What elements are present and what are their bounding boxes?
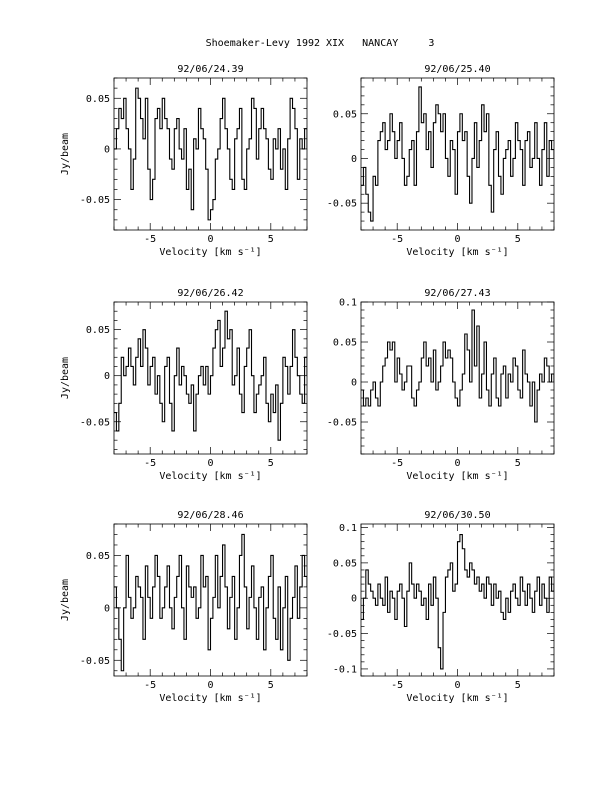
y-tick-label: 0 bbox=[104, 603, 110, 614]
y-tick-label: 0.05 bbox=[333, 558, 357, 569]
spectrum-series bbox=[114, 87, 307, 221]
plot-frame bbox=[113, 77, 308, 231]
x-tick-label: 0 bbox=[207, 458, 213, 469]
y-tick-label: 0.05 bbox=[86, 94, 110, 105]
x-axis-label: Velocity [km s⁻¹] bbox=[159, 693, 261, 704]
panel-title: 92/06/30.50 bbox=[424, 510, 490, 521]
panel-title: 92/06/27.43 bbox=[424, 288, 490, 299]
x-tick-label: 5 bbox=[515, 680, 521, 691]
x-tick-label: -5 bbox=[391, 234, 403, 245]
spectrum-series bbox=[361, 309, 554, 423]
x-axis-label: Velocity [km s⁻¹] bbox=[159, 471, 261, 482]
panel-title: 92/06/26.42 bbox=[177, 288, 243, 299]
page-title: Shoemaker-Levy 1992 XIX NANCAY 3 bbox=[205, 38, 435, 49]
x-tick-label: 5 bbox=[515, 234, 521, 245]
y-axis-label: Jy/beam bbox=[60, 579, 71, 621]
x-axis-label: Velocity [km s⁻¹] bbox=[406, 471, 508, 482]
x-axis-label: Velocity [km s⁻¹] bbox=[159, 247, 261, 258]
x-tick-label: 5 bbox=[268, 234, 274, 245]
x-tick-label: 0 bbox=[454, 680, 460, 691]
spectrum-panel-6: 92/06/30.50 -5 0 5 -0.1 -0.05 0 0.05 0.1 Velocity… bbox=[327, 510, 555, 704]
y-tick-label: -0.05 bbox=[327, 199, 357, 210]
x-tick-label: 0 bbox=[454, 458, 460, 469]
spectrum-panel-5: 92/06/28.46 -5 0 5 -0.05 0 0.05 Velocity [km s⁻… bbox=[60, 510, 308, 704]
y-tick-label: 0 bbox=[104, 144, 110, 155]
y-tick-label: 0.05 bbox=[333, 338, 357, 349]
x-axis-label: Velocity [km s⁻¹] bbox=[406, 693, 508, 704]
x-tick-label: -5 bbox=[144, 234, 156, 245]
y-tick-label: 0.1 bbox=[339, 523, 357, 534]
panel-title: 92/06/25.40 bbox=[424, 64, 490, 75]
x-tick-label: 0 bbox=[207, 680, 213, 691]
spectrum-panel-4: 92/06/27.43 -5 0 5 -0.05 0 0.05 0.1 Velocity [km… bbox=[327, 288, 555, 482]
y-tick-label: -0.05 bbox=[80, 417, 110, 428]
x-tick-label: -5 bbox=[144, 458, 156, 469]
y-tick-label: -0.05 bbox=[80, 656, 110, 667]
spectrum-panel-3: 92/06/26.42 -5 0 5 -0.05 0 0.05 Velocity [km s⁻… bbox=[60, 288, 308, 482]
y-axis-label: Jy/beam bbox=[60, 357, 71, 399]
spectrum-series bbox=[114, 533, 307, 672]
y-tick-label: -0.05 bbox=[80, 195, 110, 206]
spectrum-series bbox=[361, 86, 554, 222]
y-tick-label: -0.1 bbox=[333, 664, 357, 675]
y-tick-label: 0 bbox=[351, 154, 357, 165]
y-tick-label: 0 bbox=[351, 378, 357, 389]
x-tick-label: 5 bbox=[268, 458, 274, 469]
x-tick-label: -5 bbox=[391, 680, 403, 691]
y-axis-label: Jy/beam bbox=[60, 133, 71, 175]
panel-title: 92/06/28.46 bbox=[177, 510, 243, 521]
spectrum-series bbox=[114, 310, 307, 441]
x-tick-label: 0 bbox=[454, 234, 460, 245]
y-tick-label: 0.05 bbox=[86, 551, 110, 562]
y-tick-label: 0 bbox=[351, 594, 357, 605]
x-tick-label: -5 bbox=[391, 458, 403, 469]
y-tick-label: 0 bbox=[104, 371, 110, 382]
y-tick-label: 0.05 bbox=[86, 325, 110, 336]
y-tick-label: 0.05 bbox=[333, 109, 357, 120]
spectrum-series bbox=[361, 534, 554, 670]
x-axis-label: Velocity [km s⁻¹] bbox=[406, 247, 508, 258]
y-tick-label: -0.05 bbox=[327, 629, 357, 640]
y-tick-label: 0.1 bbox=[339, 298, 357, 309]
x-tick-label: 0 bbox=[207, 234, 213, 245]
spectrum-panel-2: 92/06/25.40 -5 0 5 -0.05 0 0.05 Velocity [km s⁻… bbox=[327, 64, 555, 258]
x-tick-label: 5 bbox=[515, 458, 521, 469]
y-tick-label: -0.05 bbox=[327, 418, 357, 429]
panel-title: 92/06/24.39 bbox=[177, 64, 243, 75]
plot-frame bbox=[360, 301, 555, 455]
x-tick-label: -5 bbox=[144, 680, 156, 691]
x-tick-label: 5 bbox=[268, 680, 274, 691]
spectrum-panel-1: 92/06/24.39 -5 0 5 -0.05 0 0.05 Velocity [km s⁻… bbox=[60, 64, 308, 258]
